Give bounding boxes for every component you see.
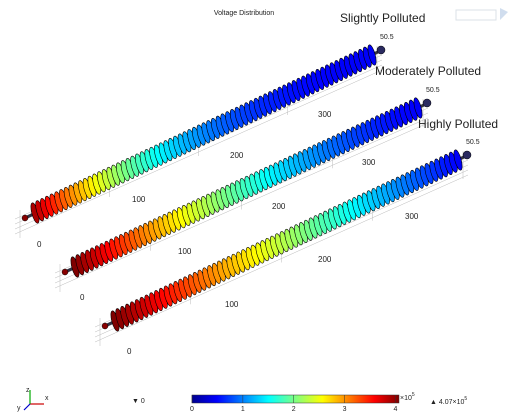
insulator-panel: 0 100 200 300 Moderately Polluted 50.5: [54, 64, 481, 302]
axis-tick-label: 0: [127, 347, 132, 356]
axis-tick-label: 100: [225, 300, 239, 309]
axis-tick-label: 300: [405, 212, 419, 221]
axis-tick-label: 300: [318, 110, 332, 119]
colorbar-min: ▼ 0: [132, 398, 145, 405]
axis-tick-label: 100: [178, 247, 192, 256]
end-fitting: [462, 150, 472, 160]
colorbar-tick-label: 3: [343, 406, 347, 413]
axis-tick-label: 200: [272, 202, 286, 211]
exp-base: ×10: [400, 395, 412, 402]
logo: [455, 8, 508, 21]
logo-icon: [500, 8, 508, 20]
colorbar-max: ▲ 4.07×105: [430, 396, 467, 406]
end-label: 50.5: [466, 139, 480, 146]
end-fitting: [422, 98, 432, 108]
colorbar: [191, 394, 400, 404]
panel-label: Highly Polluted: [418, 117, 498, 131]
insulator-panel: 0 100 200 300 Highly Polluted 50.5: [94, 117, 498, 356]
axis-tick-label: 200: [318, 255, 332, 264]
plots: 0 100 200 300 Slightly Polluted 50.5 0 100 200 30…: [14, 11, 498, 356]
plot-title: Voltage Distribution: [214, 10, 274, 17]
triad-y-label: y: [17, 405, 21, 412]
max-base: ▲ 4.07×10: [430, 399, 464, 406]
axis-tick-label: 100: [132, 195, 146, 204]
colorbar-tick-label: 1: [241, 406, 245, 413]
max-power: 5: [464, 396, 467, 402]
axis-triad: x z y: [17, 387, 49, 412]
end-fitting: [101, 322, 109, 330]
panel-label: Slightly Polluted: [340, 11, 425, 25]
colorbar-tick-label: 0: [190, 406, 194, 413]
end-fitting: [61, 268, 69, 276]
axis-tick-label: 300: [362, 158, 376, 167]
end-label: 50.5: [426, 87, 440, 94]
exp-power: 5: [412, 392, 415, 398]
end-fitting: [21, 214, 29, 222]
colorbar-tick-label: 2: [292, 406, 296, 413]
colorbar-exponent: ×105: [400, 392, 415, 402]
colorbar-tick-label: 4: [393, 406, 397, 413]
insulator-shed: [453, 149, 463, 171]
end-fitting: [376, 45, 386, 55]
triad-x-label: x: [45, 395, 49, 402]
axis-tick-label: 0: [80, 293, 85, 302]
panel-label: Moderately Polluted: [375, 64, 481, 78]
end-label: 50.5: [380, 34, 394, 41]
insulator-shed: [367, 44, 377, 66]
insulator-panel: 0 100 200 300 Slightly Polluted 50.5: [14, 11, 425, 249]
axis-tick-label: 200: [230, 151, 244, 160]
logo-box: [455, 9, 497, 21]
colorbar-ticks: 0 1 2 3 4: [190, 395, 397, 413]
axis-tick-label: 0: [37, 240, 42, 249]
triad-y: [23, 403, 31, 411]
triad-z-label: z: [26, 387, 30, 394]
insulator-shed: [413, 97, 423, 119]
